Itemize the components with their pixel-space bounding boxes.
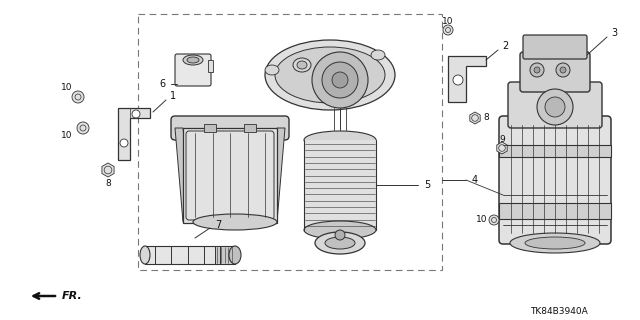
Text: 6: 6 <box>159 79 165 89</box>
Ellipse shape <box>297 61 307 69</box>
Circle shape <box>560 67 566 73</box>
Text: 10: 10 <box>476 215 487 225</box>
Ellipse shape <box>265 65 279 75</box>
Polygon shape <box>497 142 507 154</box>
Polygon shape <box>145 246 235 264</box>
Circle shape <box>530 63 544 77</box>
Circle shape <box>545 97 565 117</box>
Text: 9: 9 <box>499 135 505 145</box>
Ellipse shape <box>265 40 395 110</box>
Polygon shape <box>267 128 285 222</box>
Ellipse shape <box>304 131 376 149</box>
Text: 7: 7 <box>215 220 221 230</box>
Ellipse shape <box>315 232 365 254</box>
Text: 8: 8 <box>105 179 111 188</box>
Circle shape <box>120 139 128 147</box>
Text: 3: 3 <box>611 28 617 38</box>
Text: 10: 10 <box>61 132 72 140</box>
Text: FR.: FR. <box>62 291 83 301</box>
Circle shape <box>489 215 499 225</box>
Ellipse shape <box>275 47 385 103</box>
Circle shape <box>332 72 348 88</box>
Text: TK84B3940A: TK84B3940A <box>531 308 588 316</box>
Circle shape <box>534 67 540 73</box>
Text: 10: 10 <box>442 18 454 27</box>
Polygon shape <box>470 112 480 124</box>
Ellipse shape <box>183 55 203 65</box>
Bar <box>138 14 442 270</box>
Circle shape <box>322 62 358 98</box>
Ellipse shape <box>510 233 600 253</box>
Circle shape <box>556 63 570 77</box>
Bar <box>304 140 376 230</box>
Circle shape <box>443 25 453 35</box>
Circle shape <box>335 230 345 240</box>
Polygon shape <box>448 56 486 102</box>
Ellipse shape <box>293 58 311 72</box>
FancyBboxPatch shape <box>520 52 590 92</box>
Text: 5: 5 <box>424 180 430 190</box>
Ellipse shape <box>229 246 241 264</box>
Circle shape <box>132 110 140 118</box>
Ellipse shape <box>193 214 277 230</box>
Polygon shape <box>175 128 193 222</box>
Ellipse shape <box>187 57 199 63</box>
Ellipse shape <box>304 221 376 239</box>
Circle shape <box>77 122 89 134</box>
Circle shape <box>72 91 84 103</box>
Bar <box>208 60 213 72</box>
Polygon shape <box>118 108 150 160</box>
Bar <box>215 246 235 264</box>
Circle shape <box>537 89 573 125</box>
Ellipse shape <box>371 50 385 60</box>
FancyBboxPatch shape <box>171 116 289 140</box>
Bar <box>204 124 216 132</box>
Text: 4: 4 <box>472 175 478 185</box>
FancyBboxPatch shape <box>523 35 587 59</box>
Polygon shape <box>102 163 114 177</box>
FancyBboxPatch shape <box>175 54 211 86</box>
Circle shape <box>312 52 368 108</box>
Text: 10: 10 <box>61 83 72 92</box>
Text: 2: 2 <box>502 41 508 51</box>
Ellipse shape <box>140 246 150 264</box>
Circle shape <box>453 75 463 85</box>
Text: 8: 8 <box>483 114 489 123</box>
Bar <box>183 128 277 223</box>
FancyBboxPatch shape <box>499 116 611 244</box>
Bar <box>499 145 611 157</box>
Ellipse shape <box>325 237 355 249</box>
Ellipse shape <box>525 237 585 249</box>
Text: 1: 1 <box>170 91 176 101</box>
FancyBboxPatch shape <box>508 82 602 128</box>
Bar <box>244 124 256 132</box>
Bar <box>499 203 611 219</box>
